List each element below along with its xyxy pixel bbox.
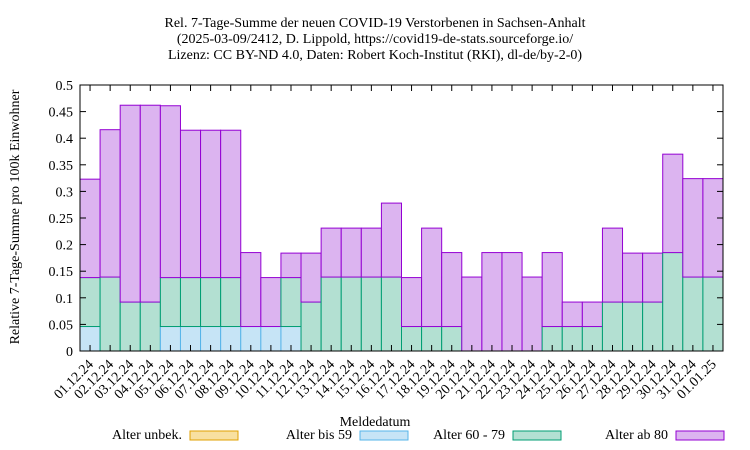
y-tick-label: 0.25 [49, 212, 74, 227]
bar-segment [220, 277, 242, 328]
chart-title-line-1: Rel. 7-Tage-Summe der neuen COVID-19 Ver… [164, 16, 586, 31]
x-axis-label: Meldedatum [339, 415, 411, 430]
bar-segment [179, 129, 202, 279]
bar-segment [441, 252, 463, 328]
bar-segment [601, 227, 624, 303]
bar-segment [642, 252, 664, 303]
bar-segment [139, 301, 161, 352]
bar-segment [119, 104, 141, 303]
bar-segment [300, 301, 322, 352]
bar-segment [601, 301, 624, 352]
chart-title-line-3: Lizenz: CC BY-ND 4.0, Daten: Robert Koch… [167, 48, 583, 63]
bar-segment [360, 227, 382, 278]
bar-segment [159, 105, 181, 279]
bar-segment [280, 252, 302, 279]
legend-swatch [675, 430, 725, 441]
bar-segment [200, 129, 222, 279]
bar-segment [380, 276, 403, 352]
bar-segment [622, 252, 644, 303]
bar-segment [461, 276, 483, 352]
legend-label: Alter 60 - 79 [433, 428, 505, 443]
legend-entry: Alter unbek. [0, 428, 182, 444]
bar-segment [662, 252, 684, 352]
bar-segment [320, 276, 342, 352]
bar-segment [421, 227, 443, 328]
legend-entry: Alter 60 - 79 [0, 428, 505, 444]
bar-segment [380, 202, 403, 278]
bar-segment [340, 227, 362, 278]
bar-segment [159, 277, 181, 328]
y-tick-label: 0.5 [56, 79, 74, 94]
legend-swatch [512, 430, 562, 441]
legend-entry: Alter ab 80 [0, 428, 668, 444]
chart-title-line-2: (2025-03-09/2412, D. Lippold, https://co… [176, 32, 574, 47]
bar-segment [99, 129, 121, 278]
bar-segment [340, 276, 362, 352]
bar-segment [200, 277, 222, 328]
bar-segment [320, 227, 342, 278]
y-tick-label: 0 [66, 345, 73, 360]
y-tick-label: 0.2 [56, 239, 74, 254]
legend-swatch [359, 430, 409, 441]
bar-segment [561, 301, 583, 328]
y-tick-label: 0.15 [49, 265, 74, 280]
bar-segment [260, 277, 282, 328]
bar-segment [179, 277, 202, 328]
legend-swatch [189, 430, 239, 441]
y-tick-label: 0.35 [49, 159, 74, 174]
bar-segment [401, 277, 423, 328]
bar-segment [280, 277, 302, 328]
bar-segment [662, 153, 684, 254]
legend-label: Alter ab 80 [605, 428, 668, 443]
bar-segment [682, 276, 704, 352]
legend-entry: Alter bis 59 [0, 428, 352, 444]
bar-segment [360, 276, 382, 352]
bar-segment [240, 252, 262, 328]
bar-segment [220, 129, 242, 279]
bar-segment [622, 301, 644, 352]
bar-segment [139, 104, 161, 303]
bar-segment [99, 276, 121, 352]
y-tick-label: 0.4 [56, 132, 74, 147]
y-tick-label: 0.05 [49, 318, 74, 333]
legend-label: Alter unbek. [112, 428, 182, 443]
bar-segment [642, 301, 664, 352]
bar-segment [682, 178, 704, 278]
y-tick-label: 0.3 [56, 185, 74, 200]
bar-segment [581, 301, 603, 328]
bar-segment [79, 277, 101, 328]
legend-label: Alter bis 59 [285, 428, 352, 443]
bar-segment [481, 252, 503, 352]
bar-segment [300, 252, 322, 303]
bar-segment [119, 301, 141, 352]
bar-segment [521, 276, 543, 352]
bar-segment [79, 178, 101, 279]
bar-segment [702, 276, 724, 352]
bar-segment [702, 178, 724, 278]
y-tick-label: 0.45 [49, 106, 74, 121]
bar-segment [501, 252, 523, 352]
bar-segment [541, 252, 563, 328]
y-tick-label: 0.1 [56, 292, 74, 307]
